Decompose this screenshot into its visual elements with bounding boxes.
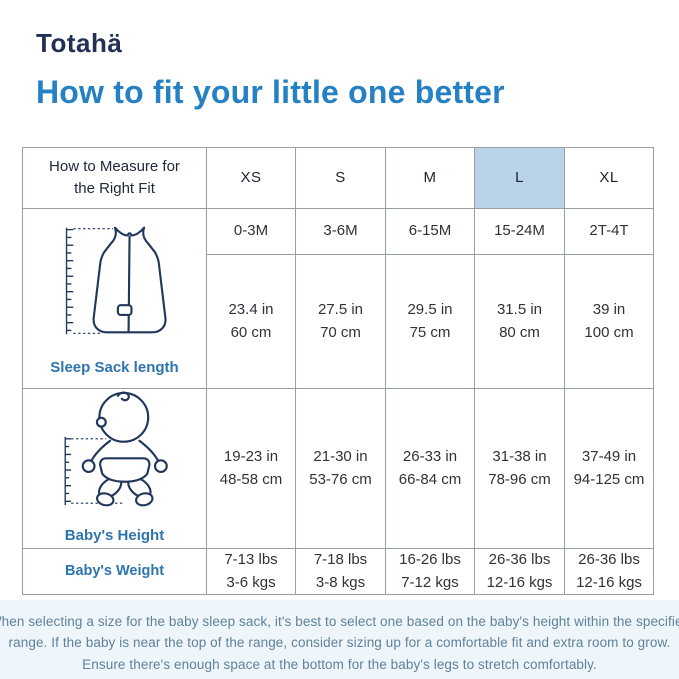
corner-header-line2: the Right Fit	[74, 180, 155, 197]
age-row: Sleep Sack length 0-3M 3-6M 6-15M 15-24M…	[22, 208, 654, 389]
length-cell-xl: 39 in 100 cm	[564, 254, 654, 389]
sizing-note-line2: range. If the baby is near the top of th…	[8, 635, 671, 651]
length-cell-s: 27.5 in 70 cm	[295, 254, 386, 389]
weight-cell-s: 7-18 lbs 3-8 kgs	[295, 548, 386, 595]
corner-header-line1: How to Measure for	[49, 157, 180, 175]
baby-height-label: Baby's Height	[64, 527, 165, 544]
length-cell-m: 29.5 in 75 cm	[385, 254, 475, 389]
height-cell-s: 21-30 in 53-76 cm	[295, 388, 386, 549]
baby-weight-label: Baby's Weight	[64, 563, 165, 580]
weight-cell-xl: 26-36 lbs 12-16 kgs	[564, 548, 654, 595]
sizing-note: When selecting a size for the baby sleep…	[0, 600, 679, 679]
header-row: How to Measure for the Right Fit XS S M …	[22, 147, 654, 209]
brand-logo: Totahä	[36, 28, 123, 58]
age-cell-m: 6-15M	[385, 208, 475, 255]
baby-ruler-icon	[50, 390, 180, 520]
size-header-m: M	[385, 147, 475, 209]
weight-cell-xs: 7-13 lbs 3-6 kgs	[206, 548, 296, 595]
sleep-sack-length-label: Sleep Sack length	[50, 359, 179, 376]
sizing-note-line3: Ensure there's enough space at the botto…	[82, 656, 597, 672]
height-cell-xl: 37-49 in 94-125 cm	[564, 388, 654, 549]
length-cell-xs: 23.4 in 60 cm	[206, 254, 296, 389]
age-cell-xl: 2T-4T	[564, 208, 654, 255]
sleep-sack-length-cell: Sleep Sack length	[22, 208, 207, 389]
size-chart-table: How to Measure for the Right Fit XS S M …	[22, 147, 654, 595]
baby-weight-label-cell: Baby's Weight	[22, 548, 207, 595]
age-cell-s: 3-6M	[295, 208, 386, 255]
age-cell-l-highlighted: 15-24M	[474, 208, 565, 255]
size-header-l-highlighted: L	[474, 147, 565, 209]
baby-height-row: Baby's Height 19-23 in 48-58 cm 21-30 in…	[22, 388, 654, 549]
size-header-xs: XS	[206, 147, 296, 209]
age-cell-xs: 0-3M	[206, 208, 296, 255]
sleep-sack-length-row: 23.4 in 60 cm 27.5 in 70 cm 29.5 in 75 c…	[23, 254, 654, 389]
length-cell-l-highlighted: 31.5 in 80 cm	[474, 254, 565, 389]
height-cell-xs: 19-23 in 48-58 cm	[206, 388, 296, 549]
size-header-xl: XL	[564, 147, 654, 209]
size-header-s: S	[295, 147, 386, 209]
weight-cell-m: 16-26 lbs 7-12 kgs	[385, 548, 475, 595]
sizing-note-line1: When selecting a size for the baby sleep…	[0, 614, 679, 629]
sleep-sack-ruler-icon	[49, 218, 181, 352]
corner-header: How to Measure for the Right Fit	[22, 147, 207, 209]
height-cell-m: 26-33 in 66-84 cm	[385, 388, 475, 549]
page-title: How to fit your little one better	[36, 74, 505, 110]
weight-cell-l-highlighted: 26-36 lbs 12-16 kgs	[474, 548, 565, 595]
baby-weight-row: Baby's Weight 7-13 lbs 3-6 kgs 7-18 lbs …	[22, 548, 654, 595]
height-cell-l-highlighted: 31-38 in 78-96 cm	[474, 388, 565, 549]
baby-height-cell: Baby's Height	[22, 388, 207, 549]
